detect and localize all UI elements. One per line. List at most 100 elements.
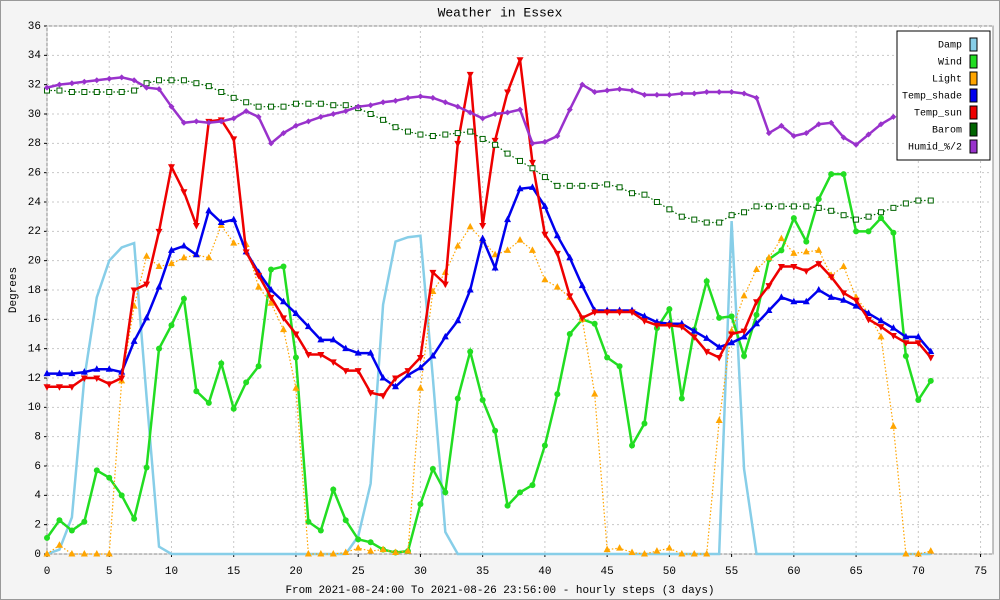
point bbox=[280, 315, 287, 322]
point bbox=[342, 344, 350, 352]
y-tick-label: 14 bbox=[28, 344, 42, 356]
point bbox=[106, 89, 113, 95]
point bbox=[927, 547, 935, 554]
point bbox=[803, 203, 810, 210]
point bbox=[292, 100, 299, 107]
point bbox=[541, 275, 549, 283]
point bbox=[205, 83, 212, 90]
point bbox=[205, 206, 213, 214]
point bbox=[268, 140, 275, 147]
point bbox=[167, 259, 175, 267]
point bbox=[616, 544, 624, 551]
point bbox=[678, 550, 686, 557]
point bbox=[491, 264, 499, 271]
point bbox=[753, 265, 760, 272]
point bbox=[877, 316, 885, 324]
point bbox=[790, 203, 797, 210]
point bbox=[491, 250, 499, 258]
legend-label: Wind bbox=[938, 57, 962, 69]
point bbox=[740, 332, 748, 340]
point bbox=[728, 338, 736, 346]
y-axis-label: Degrees bbox=[8, 267, 20, 313]
point bbox=[330, 102, 337, 109]
point bbox=[441, 281, 449, 289]
point bbox=[44, 84, 50, 91]
point bbox=[68, 89, 75, 95]
x-tick-label: 50 bbox=[663, 566, 676, 578]
chart-title: Weather in Essex bbox=[438, 5, 563, 20]
x-tick-label: 60 bbox=[787, 566, 800, 578]
x-tick-label: 30 bbox=[414, 566, 427, 578]
point bbox=[118, 74, 125, 81]
y-tick-label: 20 bbox=[28, 256, 41, 268]
point bbox=[93, 550, 101, 557]
point bbox=[367, 102, 374, 109]
point bbox=[454, 395, 461, 402]
point bbox=[479, 234, 487, 242]
point bbox=[130, 287, 138, 294]
point bbox=[218, 118, 225, 125]
point bbox=[180, 253, 188, 261]
point bbox=[56, 517, 63, 524]
point bbox=[180, 119, 187, 126]
point bbox=[927, 197, 934, 204]
point bbox=[342, 102, 349, 109]
point bbox=[255, 113, 262, 120]
point bbox=[504, 502, 511, 509]
point bbox=[268, 266, 275, 273]
point bbox=[416, 354, 424, 362]
point bbox=[641, 91, 648, 98]
x-tick-label: 10 bbox=[165, 566, 178, 578]
point bbox=[690, 550, 698, 557]
point bbox=[454, 130, 461, 137]
point bbox=[205, 253, 213, 261]
point bbox=[467, 348, 474, 355]
point bbox=[167, 164, 175, 171]
point bbox=[889, 324, 897, 331]
point bbox=[317, 550, 325, 557]
point bbox=[180, 189, 188, 196]
point bbox=[454, 103, 461, 110]
point bbox=[578, 281, 586, 289]
point bbox=[653, 199, 660, 205]
point bbox=[442, 99, 449, 106]
point bbox=[815, 286, 823, 293]
point bbox=[317, 100, 324, 107]
point bbox=[93, 375, 101, 382]
point bbox=[56, 81, 63, 88]
point bbox=[429, 352, 437, 359]
point bbox=[553, 231, 561, 239]
point bbox=[803, 130, 810, 137]
point bbox=[81, 518, 88, 525]
point bbox=[230, 405, 237, 412]
legend-swatch bbox=[969, 139, 978, 154]
point bbox=[777, 234, 785, 242]
point bbox=[106, 75, 113, 82]
point bbox=[666, 91, 673, 98]
point bbox=[753, 299, 760, 306]
point bbox=[703, 89, 710, 95]
point bbox=[728, 212, 735, 219]
y-tick-label: 10 bbox=[28, 402, 41, 414]
point bbox=[815, 261, 823, 268]
point bbox=[192, 222, 200, 230]
point bbox=[840, 296, 848, 303]
point bbox=[902, 550, 910, 557]
point bbox=[591, 320, 598, 327]
point bbox=[479, 397, 486, 403]
legend-swatch bbox=[969, 37, 978, 52]
point bbox=[516, 184, 524, 192]
point bbox=[865, 213, 872, 220]
point bbox=[416, 363, 424, 371]
point bbox=[267, 286, 275, 293]
point bbox=[342, 517, 349, 524]
point bbox=[367, 111, 374, 117]
point bbox=[802, 268, 810, 275]
point bbox=[355, 103, 362, 110]
point bbox=[131, 87, 138, 94]
point bbox=[665, 322, 673, 330]
point bbox=[243, 99, 250, 106]
y-tick-label: 8 bbox=[34, 432, 41, 444]
point bbox=[55, 369, 63, 377]
